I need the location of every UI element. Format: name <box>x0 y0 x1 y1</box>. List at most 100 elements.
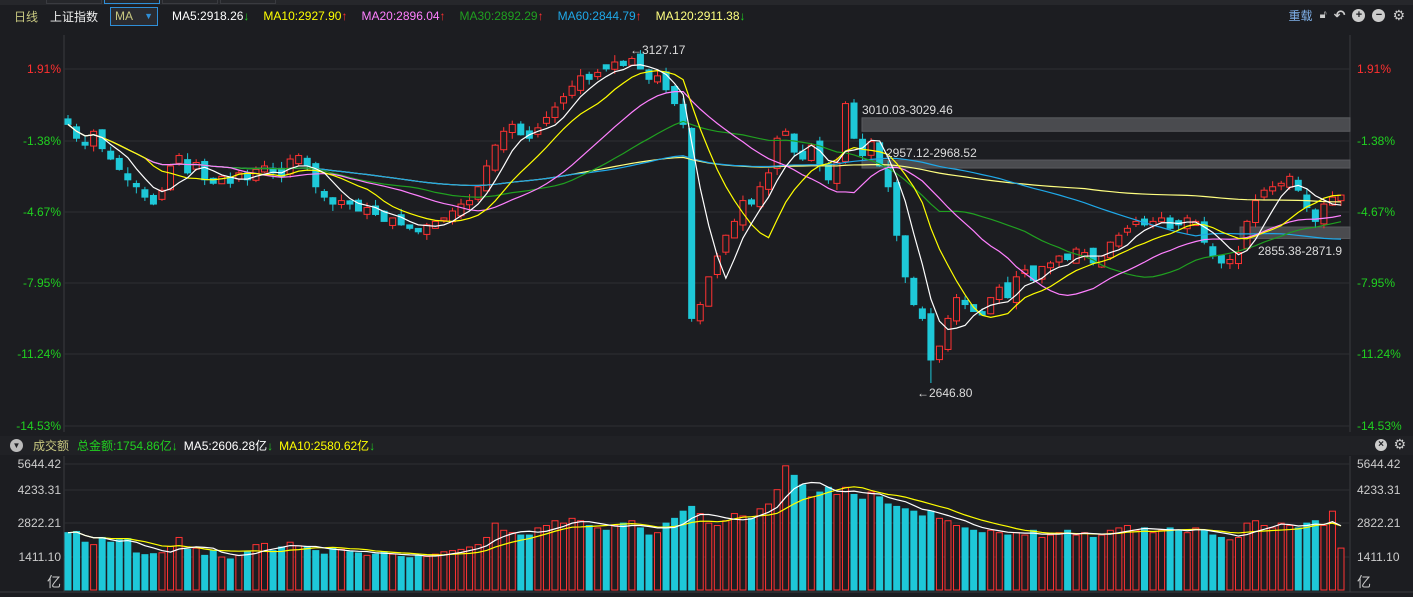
candle-up <box>730 220 738 239</box>
candle-down <box>876 142 884 167</box>
candle-down <box>688 127 696 319</box>
candle-up <box>423 224 431 235</box>
volume-bar-up <box>782 465 790 591</box>
candle-down <box>517 123 525 136</box>
candle-down <box>961 299 969 306</box>
candle-up <box>1243 220 1251 249</box>
candle-up <box>696 304 704 322</box>
candle-down <box>312 163 320 188</box>
candle-up <box>431 220 439 229</box>
candle-up <box>1106 241 1114 259</box>
zoom-out-icon[interactable]: − <box>1372 9 1386 22</box>
candle-down <box>184 159 192 174</box>
volume-bar-up <box>1047 534 1055 591</box>
candle-up <box>508 123 516 133</box>
candle-up <box>1047 262 1055 269</box>
volume-bar-down <box>98 536 106 591</box>
volume-bar-up <box>261 542 269 591</box>
ma-legend-item: MA20:2896.04↑ <box>361 9 446 23</box>
candle-down <box>619 60 627 66</box>
volume-bar-up <box>218 556 226 591</box>
volume-bar-up <box>192 547 200 591</box>
period-label[interactable]: 日线 <box>14 9 39 24</box>
volume-bar-up <box>611 525 619 591</box>
volume-bar-down <box>226 558 234 591</box>
candle-down <box>927 313 935 361</box>
volume-bar-up <box>551 520 559 591</box>
reload-button[interactable]: 重载 <box>1288 9 1313 23</box>
chart-toolbar: 日线 上证指数 MA ▼ MA5:2918.26↓ MA10:2927.90↑ MA… <box>0 5 1413 27</box>
volume-bar-up <box>500 529 508 591</box>
candle-up <box>1183 217 1191 230</box>
price-axis-label: 1.91% <box>1357 62 1392 76</box>
collapse-icon[interactable]: ▼ <box>10 439 23 452</box>
indicator-select[interactable]: MA ▼ <box>110 6 159 26</box>
candle-down <box>329 197 337 205</box>
candle-up <box>483 165 491 192</box>
candle-up <box>953 297 961 322</box>
tab[interactable] <box>220 0 276 4</box>
gear-icon[interactable]: ⚙ <box>1392 7 1405 23</box>
candle-up <box>1252 200 1260 223</box>
volume-bar-up <box>1337 547 1345 591</box>
volume-bar-up <box>1132 529 1140 591</box>
candle-down <box>790 133 798 153</box>
volume-bar-up <box>440 551 448 591</box>
volume-bar-up <box>577 520 585 591</box>
low-annotation: ←2646.80 <box>917 386 973 400</box>
volume-total: 总金额:1754.86亿↓ <box>77 439 178 453</box>
candle-up <box>841 103 849 162</box>
price-axis-label: -7.95% <box>1357 276 1396 290</box>
support-resistance-zone <box>1239 226 1351 239</box>
candle-down <box>406 224 414 229</box>
arrow-down-icon: ↓ <box>243 9 250 23</box>
candle-up <box>1132 220 1140 226</box>
close-icon[interactable]: × <box>1375 439 1387 451</box>
volume-bar-up <box>1243 522 1251 591</box>
volume-bar-down <box>141 554 149 591</box>
volume-axis-label: 5644.42 <box>17 457 61 471</box>
lock-icon[interactable]: 🔓︎ <box>1319 9 1327 21</box>
price-axis-label: -14.53% <box>1357 419 1402 433</box>
volume-bar-down <box>859 498 867 591</box>
volume-bar-down <box>243 550 251 591</box>
volume-bar-up <box>1021 534 1029 591</box>
arrow-up-icon: ↑ <box>341 9 348 23</box>
ma5-line <box>67 64 1342 331</box>
tab[interactable] <box>162 0 218 4</box>
volume-bar-down <box>269 550 277 591</box>
candle-down <box>1311 209 1319 222</box>
volume-bar-up <box>491 522 499 591</box>
candle-down <box>149 194 157 205</box>
gear-icon[interactable]: ⚙ <box>1393 436 1406 452</box>
volume-bar-down <box>184 548 192 591</box>
candle-down <box>141 189 149 198</box>
volume-bar-up <box>1320 525 1328 591</box>
volume-bar-up <box>705 522 713 591</box>
volume-bar-up <box>1183 532 1191 591</box>
candle-up <box>440 217 448 221</box>
volume-bar-up <box>534 527 542 591</box>
volume-bar-down <box>64 532 72 591</box>
candle-up <box>90 130 98 147</box>
candle-up <box>1320 203 1328 225</box>
ma-legend-item: MA120:2911.38↓ <box>655 9 746 23</box>
tab[interactable] <box>46 0 102 4</box>
volume-bar-down <box>978 532 986 591</box>
volume-bar-down <box>1294 527 1302 591</box>
volume-bar-down <box>645 534 653 591</box>
candle-up <box>705 276 713 307</box>
volume-bar-down <box>602 529 610 591</box>
volume-bar-up <box>286 541 294 591</box>
volume-bar-up <box>483 536 491 591</box>
zoom-in-icon[interactable]: + <box>1352 9 1366 22</box>
volume-bar-up <box>730 513 738 591</box>
candle-up <box>594 71 602 78</box>
undo-icon[interactable]: ↶ <box>1333 7 1346 23</box>
candle-up <box>1226 259 1234 265</box>
tab-active[interactable] <box>104 0 160 4</box>
volume-bar-up <box>542 525 550 591</box>
candle-down <box>397 214 405 226</box>
volume-bar-up <box>431 553 439 591</box>
